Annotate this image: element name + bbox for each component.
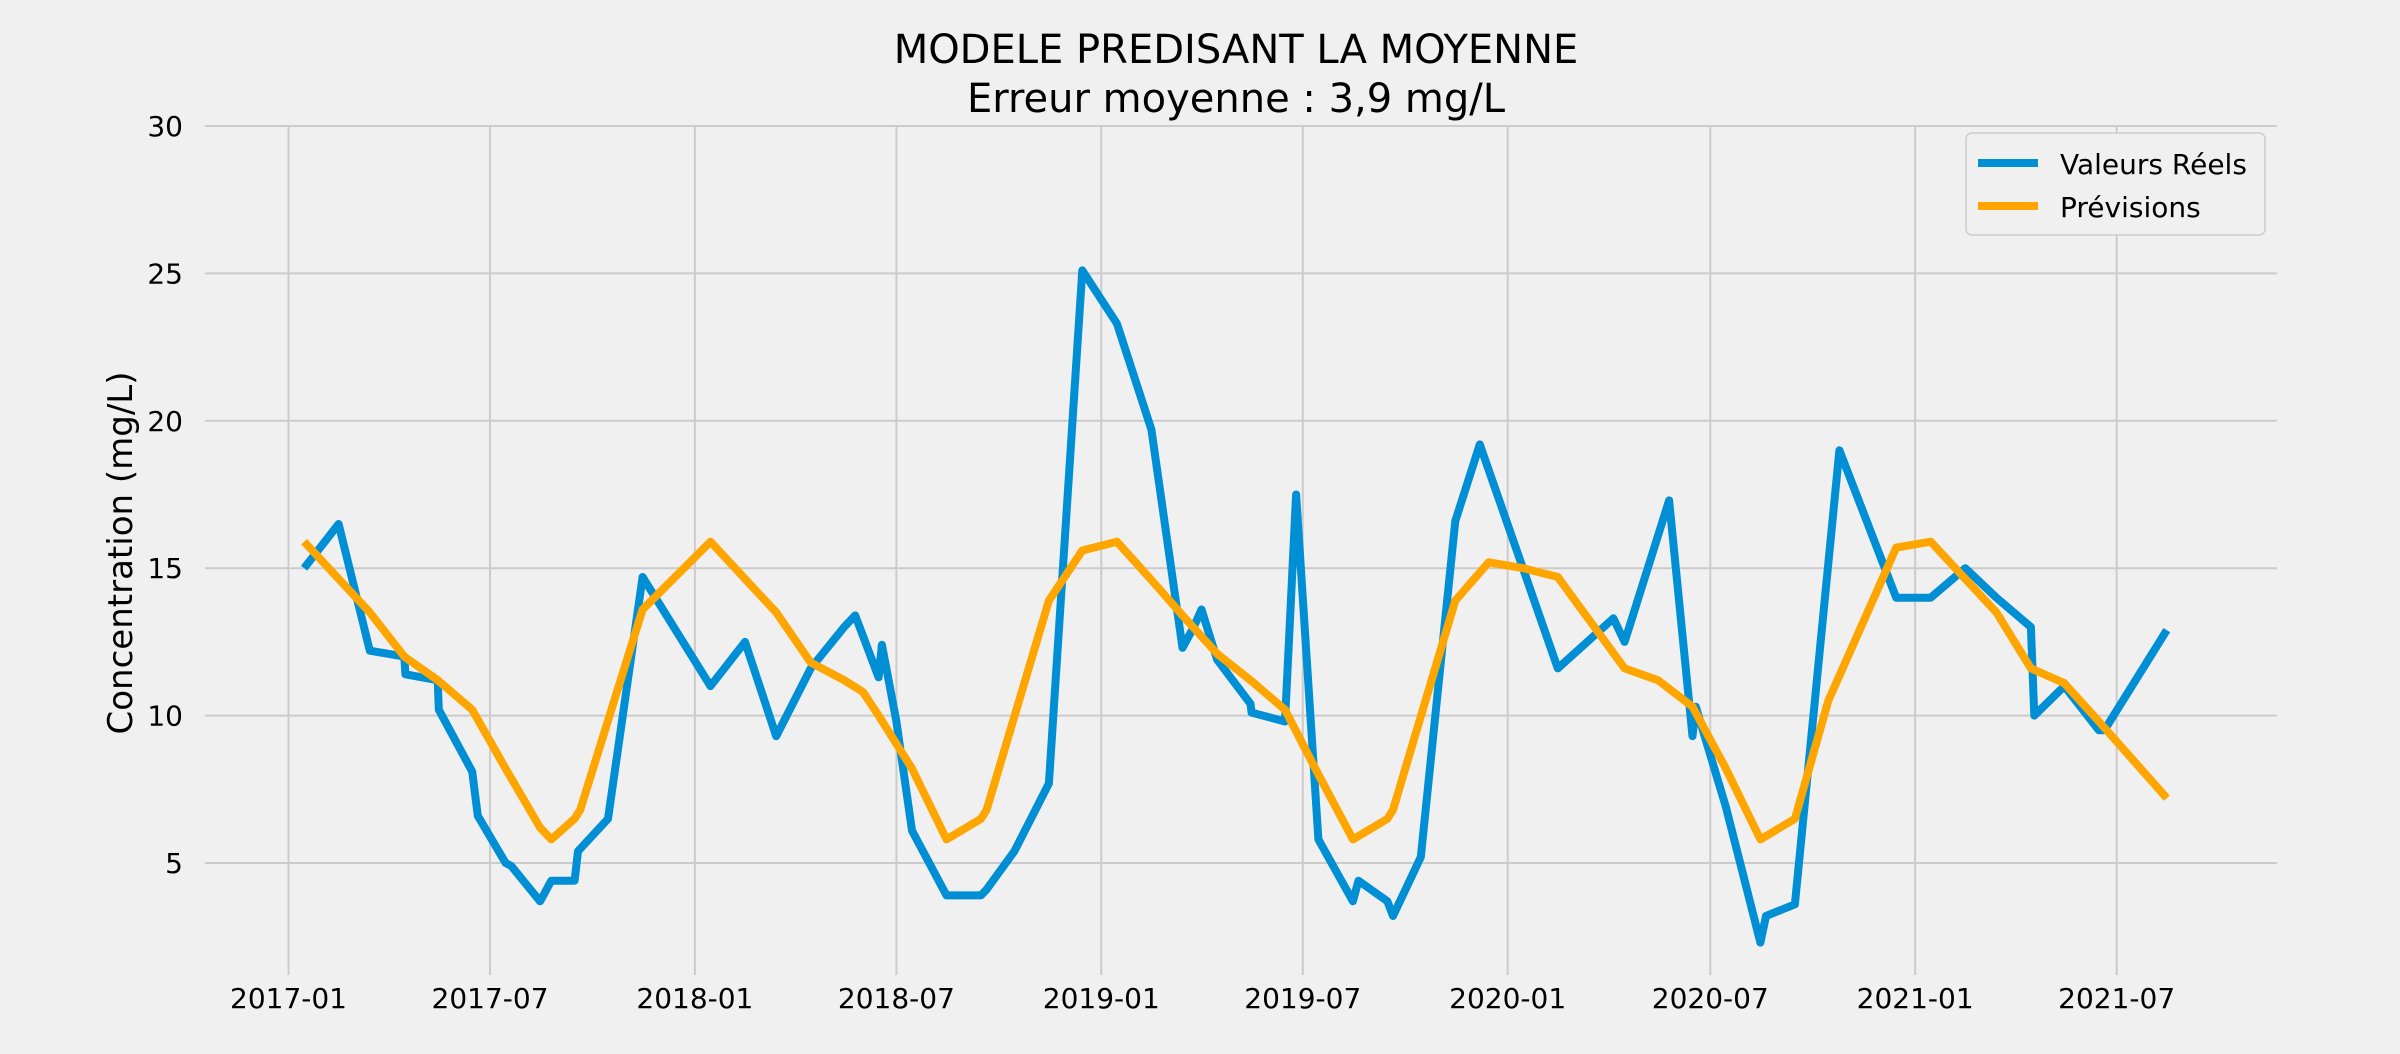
y-tick-label: 20: [147, 405, 183, 438]
x-axis: 2017-01 2017-07 2018-01 2018-07 2019-01 2019-…: [230, 982, 2175, 1015]
x-tick-label: 2020-07: [1652, 982, 1769, 1015]
x-tick-label: 2018-01: [636, 982, 753, 1015]
y-axis: 5 10 15 20 25 30: [147, 110, 183, 880]
series-lines: [300, 266, 2171, 947]
y-tick-label: 15: [147, 552, 183, 585]
x-tick-label: 2019-07: [1244, 982, 1361, 1015]
legend-box: [1965, 132, 2266, 236]
series-line-forecast: [301, 537, 2170, 844]
legend: Valeurs Réels Prévisions: [1965, 132, 2266, 236]
legend-label-actual: Valeurs Réels: [2060, 148, 2247, 181]
x-tick-label: 2017-07: [432, 982, 549, 1015]
y-tick-label: 25: [147, 257, 183, 290]
y-axis-label: Concentration (mg/L): [101, 372, 141, 735]
x-tick-label: 2021-07: [2058, 982, 2175, 1015]
x-tick-label: 2018-07: [838, 982, 955, 1015]
y-tick-label: 5: [165, 847, 183, 880]
legend-label-forecast: Prévisions: [2060, 191, 2201, 224]
x-tick-label: 2020-01: [1449, 982, 1566, 1015]
y-tick-label: 10: [147, 700, 183, 733]
series-line-actual: [300, 266, 2171, 947]
y-tick-label: 30: [147, 110, 183, 143]
x-tick-label: 2021-01: [1857, 982, 1974, 1015]
chart-title: MODELE PREDISANT LA MOYENNE: [894, 27, 1579, 73]
grid: [205, 125, 2277, 975]
x-tick-label: 2017-01: [230, 982, 347, 1015]
x-tick-label: 2019-01: [1043, 982, 1160, 1015]
chart-subtitle: Erreur moyenne : 3,9 mg/L: [967, 76, 1506, 122]
